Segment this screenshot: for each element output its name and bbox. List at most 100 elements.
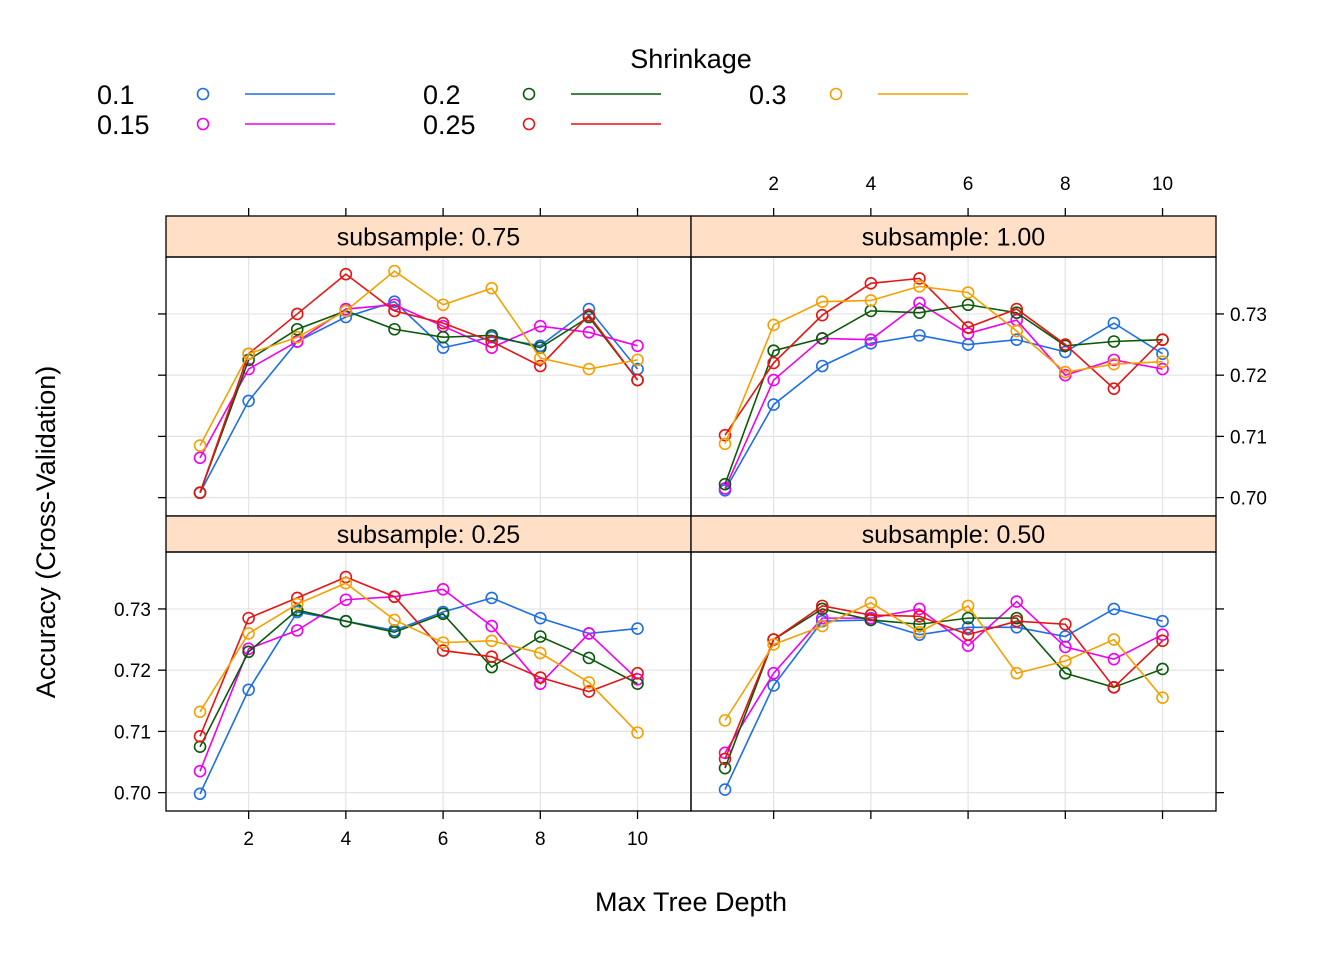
- data-point: [534, 319, 547, 333]
- data-point: [913, 272, 926, 285]
- data-point: [961, 611, 975, 625]
- data-point: [534, 611, 547, 625]
- series-0.2: [718, 602, 1169, 775]
- data-point: [582, 362, 596, 376]
- data-point: [913, 296, 926, 310]
- y-tick-label: 0.71: [114, 722, 151, 743]
- data-point: [767, 373, 780, 387]
- legend-point-marker: [196, 87, 210, 101]
- data-point: [1059, 654, 1072, 668]
- panel-bottom-left: subsample: 0.25 2 4 6 8 10 0.70 0.71 0.72 0.73: [114, 515, 692, 850]
- series-0.3: [718, 596, 1169, 727]
- series-line: [199, 303, 638, 459]
- data-point: [815, 359, 829, 373]
- data-point: [913, 306, 926, 320]
- data-point: [388, 304, 401, 318]
- data-point: [582, 326, 596, 339]
- series-0.3: [193, 576, 644, 739]
- data-point: [1156, 662, 1169, 676]
- data-point: [1010, 333, 1023, 346]
- series-0.15: [718, 296, 1169, 495]
- panel-strip-label: subsample: 0.75: [337, 224, 520, 252]
- data-point: [193, 439, 207, 452]
- data-point: [1156, 333, 1169, 346]
- data-point: [1059, 338, 1072, 351]
- data-point: [1156, 362, 1169, 376]
- data-point: [388, 590, 401, 603]
- data-point: [290, 330, 304, 344]
- data-point: [290, 322, 304, 336]
- series-line: [199, 270, 638, 446]
- data-point: [913, 609, 926, 623]
- legend-entries: 0.10.15 0.20.25 0.3: [97, 80, 968, 140]
- data-point: [815, 619, 829, 633]
- data-point: [767, 356, 780, 370]
- legend-entry: 0.3: [749, 80, 968, 110]
- panel-strip-label: subsample: 0.50: [862, 521, 1045, 549]
- data-point: [1107, 357, 1121, 371]
- data-point: [864, 277, 878, 290]
- legend-entry: 0.25: [423, 110, 661, 140]
- panel-frame: [690, 256, 1217, 517]
- data-point: [767, 398, 780, 411]
- data-point: [242, 394, 255, 408]
- x-tick-label: 8: [1060, 174, 1071, 195]
- data-point: [767, 318, 780, 332]
- panel-frame: [165, 256, 692, 517]
- data-point: [1010, 302, 1023, 316]
- series-0.25: [718, 599, 1169, 766]
- panel-grid: [166, 257, 691, 516]
- data-point: [485, 650, 498, 664]
- data-point: [1156, 691, 1169, 705]
- data-point: [1010, 614, 1023, 628]
- series-line: [724, 303, 1163, 485]
- series-line: [724, 601, 1164, 721]
- legend-title: Shrinkage: [630, 44, 752, 74]
- legend-label: 0.2: [423, 80, 461, 110]
- data-point: [1010, 324, 1023, 338]
- data-point: [193, 486, 207, 500]
- x-tick-label: 10: [1152, 174, 1173, 195]
- series-0.25: [193, 267, 644, 500]
- legend-label: 0.15: [97, 110, 150, 140]
- data-point: [582, 676, 596, 689]
- data-point: [485, 619, 498, 633]
- series-0.2: [193, 603, 644, 754]
- legend-point-marker: [196, 117, 210, 131]
- data-point: [1107, 335, 1121, 348]
- data-point: [193, 764, 207, 778]
- data-point: [631, 353, 644, 367]
- y-tick-label: 0.73: [1230, 305, 1267, 326]
- data-point: [388, 264, 401, 278]
- data-point: [242, 611, 255, 625]
- data-point: [1107, 681, 1121, 694]
- data-point: [961, 321, 975, 334]
- data-point: [534, 351, 547, 365]
- legend-entry: 0.2: [423, 80, 661, 110]
- data-point: [961, 286, 975, 299]
- series-0.1: [193, 295, 644, 500]
- data-point: [339, 576, 353, 590]
- data-point: [388, 625, 401, 639]
- data-point: [436, 316, 450, 330]
- x-tick-label: 4: [866, 174, 877, 195]
- series-0.2: [193, 304, 644, 500]
- data-point: [913, 625, 926, 639]
- series-line: [199, 300, 639, 494]
- data-point: [582, 627, 596, 640]
- data-point: [718, 428, 732, 442]
- data-point: [290, 597, 304, 611]
- data-point: [193, 787, 207, 801]
- data-point: [1059, 365, 1072, 379]
- panel-strip-label: subsample: 1.00: [862, 224, 1045, 252]
- legend: Shrinkage 0.10.15 0.20.25 0.3: [97, 44, 968, 140]
- data-point: [1059, 666, 1072, 680]
- data-point: [582, 651, 596, 665]
- series-line: [199, 310, 639, 494]
- data-point: [534, 671, 547, 684]
- panel-grid: [691, 257, 1216, 516]
- series-0.2: [718, 298, 1169, 491]
- data-point: [436, 298, 450, 312]
- legend-label: 0.25: [423, 110, 476, 140]
